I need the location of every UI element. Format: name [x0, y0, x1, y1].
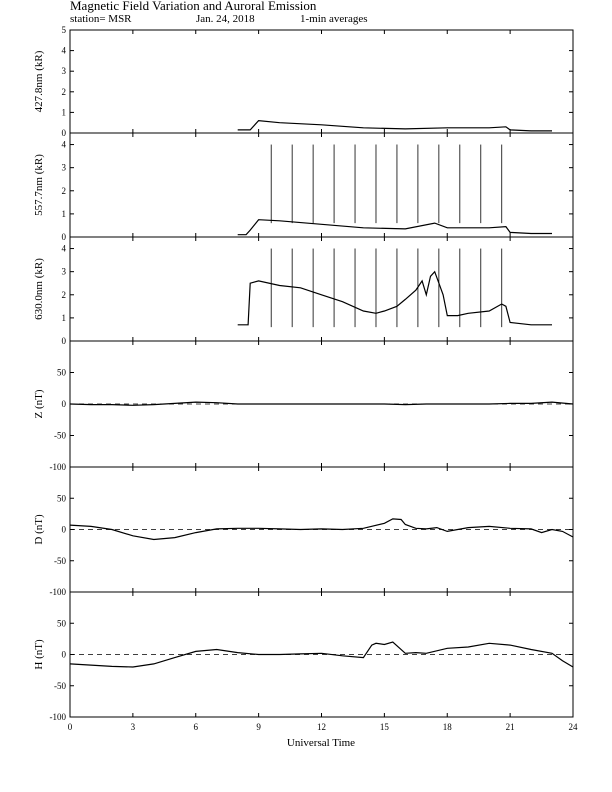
y-tick-label: 3	[62, 163, 67, 173]
series-line	[237, 119, 552, 132]
x-axis-label: Universal Time	[287, 737, 355, 749]
y-tick-label: 1	[62, 209, 67, 219]
y-tick-label: -50	[54, 681, 66, 691]
panel-p5577: 0 1 2 3 4 557.7nm (kR)	[33, 132, 574, 242]
y-axis-label: 630.0nm (kR)	[33, 258, 45, 320]
y-tick-label: 0	[62, 525, 67, 535]
y-tick-label: 0	[62, 650, 67, 660]
x-tick-label: 0	[68, 722, 73, 732]
y-tick-label: 0	[62, 128, 67, 138]
x-tick-label: 21	[506, 722, 515, 732]
y-tick-label: 4	[62, 140, 67, 150]
y-axis-label: 557.7nm (kR)	[33, 154, 45, 216]
y-tick-label: 0	[62, 399, 67, 409]
x-tick-label: 12	[317, 722, 326, 732]
y-tick-label: 50	[57, 493, 67, 503]
series-line	[69, 401, 574, 406]
x-tick-label: 18	[443, 722, 453, 732]
y-tick-label: 2	[62, 290, 67, 300]
chart-title: Magnetic Field Variation and Auroral Emi…	[70, 0, 317, 13]
y-tick-label: -50	[54, 556, 66, 566]
panel-frame	[69, 29, 574, 134]
y-tick-label: 50	[57, 618, 67, 628]
y-tick-label: 4	[62, 46, 67, 56]
date-label: Jan. 24, 2018	[196, 13, 255, 25]
series-line	[237, 270, 552, 326]
y-axis-label: Z (nT)	[33, 389, 45, 418]
panel-frame	[69, 132, 574, 238]
y-tick-label: -100	[50, 712, 67, 722]
panel-pH: -100 -50 0 50 H (nT)	[33, 591, 574, 722]
averaging-label: 1-min averages	[300, 13, 368, 25]
y-tick-label: 0	[62, 232, 67, 242]
panel-pZ: -100 -50 0 50 Z (nT)	[33, 340, 574, 472]
x-tick-label: 24	[569, 722, 579, 732]
panel-frame	[69, 236, 574, 342]
station-label: station= MSR	[70, 13, 132, 25]
x-tick-label: 15	[380, 722, 390, 732]
y-tick-label: 50	[57, 368, 67, 378]
x-tick-label: 9	[256, 722, 261, 732]
y-tick-label: -50	[54, 431, 66, 441]
panel-p6300: 0 1 2 3 4 630.0nm (kR)	[33, 236, 574, 346]
y-axis-label: 427.8nm (kR)	[33, 50, 45, 112]
y-tick-label: -100	[50, 587, 67, 597]
y-tick-label: 3	[62, 66, 67, 76]
y-tick-label: 1	[62, 107, 67, 117]
y-tick-label: 4	[62, 244, 67, 254]
y-tick-label: 5	[62, 25, 67, 35]
panel-pD: -100 -50 0 50 D (nT)	[33, 466, 574, 597]
y-tick-label: -100	[50, 462, 67, 472]
panel-p4278: 0 1 2 3 4 5 427.8nm (kR)	[33, 25, 574, 138]
y-tick-label: 0	[62, 336, 67, 346]
y-tick-label: 2	[62, 186, 67, 196]
x-tick-label: 3	[131, 722, 136, 732]
series-line	[69, 518, 574, 541]
series-line	[237, 219, 552, 236]
x-tick-label: 6	[194, 722, 199, 732]
y-tick-label: 2	[62, 87, 67, 97]
y-tick-label: 3	[62, 267, 67, 277]
y-axis-label: D (nT)	[33, 514, 45, 545]
series-line	[69, 641, 574, 668]
y-axis-label: H (nT)	[33, 639, 45, 670]
x-axis: 0 3 6 9 12 15 18 21 24	[68, 722, 578, 732]
y-tick-label: 1	[62, 313, 67, 323]
